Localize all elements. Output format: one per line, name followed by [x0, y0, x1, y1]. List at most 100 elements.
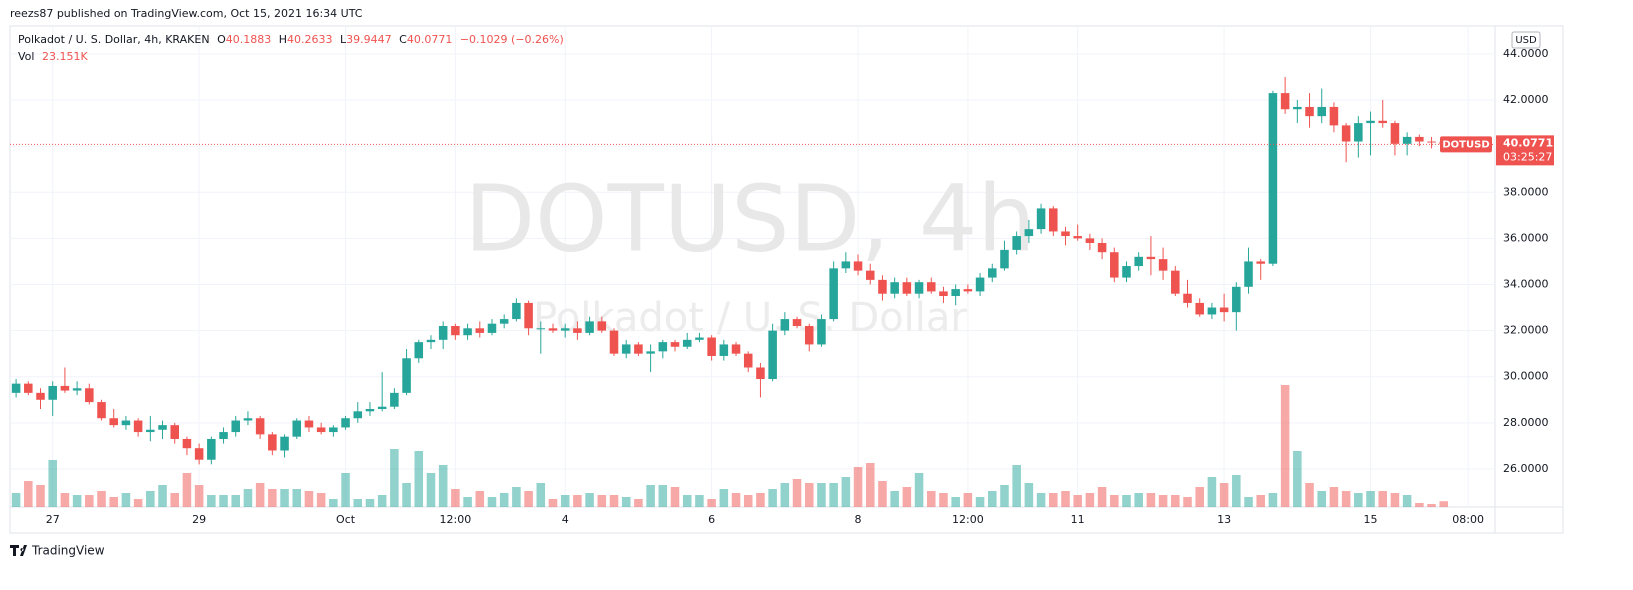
candle-body: [1341, 125, 1351, 142]
volume-bar: [670, 487, 680, 507]
candle-body: [1183, 293, 1192, 303]
volume-bar: [731, 493, 741, 507]
candle-body: [1061, 231, 1070, 237]
candle-body: [1219, 307, 1229, 313]
candle-body: [1134, 256, 1143, 267]
candle-body: [97, 402, 106, 419]
candle-body: [670, 342, 680, 347]
candle-body: [743, 353, 753, 368]
candle-body: [121, 420, 131, 426]
candle-body: [499, 319, 509, 324]
y-tick-label: 36.0000: [1503, 231, 1549, 244]
x-tick-label: Oct: [336, 513, 356, 526]
candle-body: [1195, 302, 1204, 315]
volume-bar: [951, 497, 960, 507]
candle-body: [1378, 120, 1388, 124]
volume-bar: [438, 465, 448, 507]
candle-body: [1097, 242, 1107, 253]
volume-bar: [646, 485, 655, 507]
volume-bar: [878, 481, 887, 507]
currency-badge[interactable]: [1511, 31, 1541, 49]
volume-bar: [24, 481, 33, 507]
watermark: DOTUSD, 4h: [464, 165, 1035, 272]
candle-body: [621, 344, 631, 354]
x-tick-label: 12:00: [952, 513, 984, 526]
candle-body: [609, 330, 619, 354]
volume-bar: [963, 493, 973, 507]
candle-body: [1000, 249, 1009, 269]
candle-body: [341, 418, 350, 428]
volume-bar: [780, 483, 790, 507]
change: −0.1029 (−0.26%): [460, 33, 564, 46]
volume-bar: [243, 489, 253, 507]
volume-bar: [1354, 493, 1363, 507]
candle-body: [1427, 141, 1436, 143]
footer: TradingView: [31, 544, 105, 558]
volume-bar: [695, 495, 704, 507]
open-value: 40.1883: [226, 33, 272, 46]
candle-body: [1232, 286, 1241, 313]
volume-bar: [829, 483, 838, 507]
candle-body: [377, 406, 387, 410]
x-tick-label: 08:00: [1452, 513, 1484, 526]
volume-bar: [85, 495, 94, 507]
candle-body: [1415, 136, 1424, 142]
low-key: L: [340, 33, 347, 46]
volume-bar: [1427, 504, 1436, 507]
candle-body: [219, 432, 228, 439]
currency: USD: [1515, 35, 1537, 46]
candle-body: [109, 418, 118, 426]
volume-bar: [1402, 495, 1412, 507]
candle-body: [1171, 270, 1180, 294]
volume-bar: [804, 483, 814, 507]
volume-bar: [1122, 495, 1131, 507]
y-tick-label: 42.0000: [1503, 93, 1549, 106]
volume-bar: [390, 449, 399, 507]
volume-bar: [1134, 493, 1143, 507]
y-tick-label: 26.0000: [1503, 462, 1549, 475]
candle-body: [255, 418, 265, 435]
volume-bar: [499, 493, 509, 507]
candle-body: [414, 342, 424, 359]
volume-bar: [121, 493, 131, 507]
volume-bar: [268, 489, 277, 507]
volume-bar: [768, 489, 777, 507]
candle-body: [243, 418, 253, 421]
candle-body: [1244, 261, 1253, 287]
x-tick-label: 12:00: [440, 513, 472, 526]
volume-bar: [792, 479, 802, 507]
volume-bar: [548, 499, 558, 507]
volume-bar: [1183, 497, 1192, 507]
low-value: 39.9447: [346, 33, 392, 46]
tradingview-logo: TradingView: [10, 544, 105, 558]
candle-body: [133, 420, 143, 433]
candle-body: [1402, 136, 1412, 144]
volume-bar: [1305, 483, 1314, 507]
candle-body: [268, 434, 277, 451]
candle-body: [11, 383, 21, 393]
candle-body: [1049, 208, 1058, 232]
volume-bar: [1293, 451, 1302, 507]
volume-bar: [1390, 493, 1400, 507]
volume-bar: [402, 483, 411, 507]
volume-bar: [1158, 495, 1168, 507]
volume-bar: [1329, 487, 1339, 507]
volume-bar: [865, 463, 875, 507]
symbol: Polkadot / U. S. Dollar, 4h, KRAKEN: [18, 33, 210, 46]
volume-bar: [524, 491, 533, 507]
candle-body: [463, 328, 472, 336]
x-tick-label: 8: [855, 513, 862, 526]
volume-bar: [146, 491, 155, 507]
x-tick-label: 27: [46, 513, 60, 526]
candle-body: [975, 277, 985, 292]
volume-bar: [207, 495, 216, 507]
y-tick-label: 30.0000: [1503, 370, 1549, 383]
candle-body: [695, 337, 704, 340]
volume-bar: [1341, 491, 1351, 507]
candle-body: [731, 344, 741, 354]
candle-body: [24, 383, 33, 393]
volume-bar: [1085, 493, 1095, 507]
x-tick-label: 13: [1217, 513, 1231, 526]
volume-bar: [1000, 485, 1009, 507]
